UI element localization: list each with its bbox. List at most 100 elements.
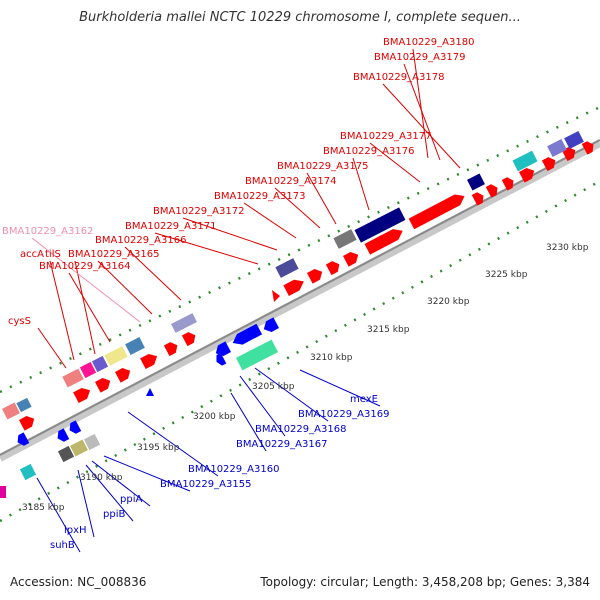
tick-track-outer [0,105,600,394]
leader-line [74,260,96,355]
scale-tick-label: 3230 kbp [546,243,589,253]
feature-block [547,139,567,157]
cds-arrow [471,192,484,206]
feature-block [125,337,145,355]
leader-line [91,460,151,507]
leader-line [230,392,267,452]
leader-line [243,202,297,239]
label-leader-lines [31,48,461,553]
leader-line [274,187,321,229]
small-marker [272,290,280,302]
forward-gene-label: BMA10229_A3164 [39,261,130,272]
cds-arrow [364,229,403,255]
cds-arrow [561,147,576,162]
feature-block [2,402,20,420]
genome-stats-label: Topology: circular; Length: 3,458,208 bp… [260,575,590,589]
reverse-gene-labels: mexE BMA10229_A3169 BMA10229_A3168 BMA10229… [50,394,389,551]
scale-tick-label: 3190 kbp [80,473,123,483]
leader-line [254,367,329,422]
feature-block [16,397,32,413]
feature-block [19,463,37,481]
cds-arrow [17,432,30,446]
cds-arrow [581,141,594,155]
leader-line [77,469,95,538]
feature-block [564,131,584,149]
leader-line [382,83,461,169]
forward-gene-label: tilS [45,249,61,260]
accession-label: Accession: NC_008836 [10,575,147,589]
cds-arrow [69,420,82,434]
scale-tick-label: 3225 kbp [485,270,528,280]
cds-arrow [325,261,340,276]
forward-gene-label: BMA10229_A3166 [95,235,186,246]
feature-block [91,355,109,373]
leader-line [97,260,153,315]
cds-arrow [19,416,35,431]
leader-line [239,375,286,437]
leader-line [306,172,337,225]
reverse-gene-label: suhB [50,540,75,551]
forward-gene-label: BMA10229_A3177 [340,131,431,142]
cds-arrow [57,428,70,442]
leader-line [154,232,259,265]
cds-arrow [181,332,196,347]
scale-labels: 3185 kbp 3190 kbp 3195 kbp 3200 kbp 3205 kbp… [22,243,589,513]
leader-line [182,217,278,251]
forward-gene-label: BMA10229_A3179 [374,52,465,63]
cds-arrow [343,252,359,267]
leader-line [352,157,370,211]
scale-tick-label: 3200 kbp [193,412,236,422]
cds-arrow [485,184,498,198]
cds-arrow [163,342,178,357]
leader-line [37,327,67,369]
cds-arrow [501,177,514,191]
cds-arrow [541,157,556,172]
feature-block [467,173,485,191]
cds-arrow [307,269,323,284]
feature-block [512,150,538,172]
leader-line [412,48,429,159]
cds-arrow [95,378,111,393]
cds-arrow [115,368,131,383]
cds-arrow [263,317,279,332]
reverse-gene-label: BMA10229_A3167 [236,439,327,450]
feature-block [83,433,101,451]
reverse-gene-label: lpxH [64,525,87,536]
reverse-gene-label: BMA10229_A3169 [298,409,389,420]
leader-line [36,477,81,553]
forward-cds-arrows [19,141,594,431]
feature-block [275,258,299,278]
scale-tick-label: 3185 kbp [22,503,65,513]
feature-block [104,346,128,366]
reverse-gene-label: BMA10229_A3168 [255,424,346,435]
reverse-gene-label: ppiA [120,494,142,505]
forward-gene-label: BMA10229_A3165 [68,249,159,260]
feature-block [333,229,357,249]
feature-block [57,445,75,463]
reverse-cds-arrows [17,317,279,446]
feature-block [236,339,278,371]
feature-block [79,361,97,379]
leader-line [68,272,111,343]
scale-tick-label: 3220 kbp [427,297,470,307]
forward-gene-label: BMA10229_A3173 [214,191,305,202]
feature-block [0,486,6,498]
reverse-gene-label: mexE [350,394,378,405]
feature-block [171,313,197,333]
reverse-features [0,317,279,498]
leader-line [31,237,141,323]
feature-block [62,368,84,388]
cds-arrow [215,341,231,356]
forward-gene-label: BMA10229_A3175 [277,161,368,172]
cds-arrow [73,387,91,404]
leader-line [49,260,75,361]
scale-tick-label: 3205 kbp [252,382,295,392]
forward-gene-labels: BMA10229_A3180 BMA10229_A3179 BMA10229_A31… [2,37,474,327]
leader-line [124,246,182,301]
cds-arrow [408,194,465,230]
leader-line [403,63,441,161]
cds-arrow [519,168,535,183]
forward-gene-label: BMA10229_A3172 [153,206,244,217]
feature-block [354,207,406,243]
